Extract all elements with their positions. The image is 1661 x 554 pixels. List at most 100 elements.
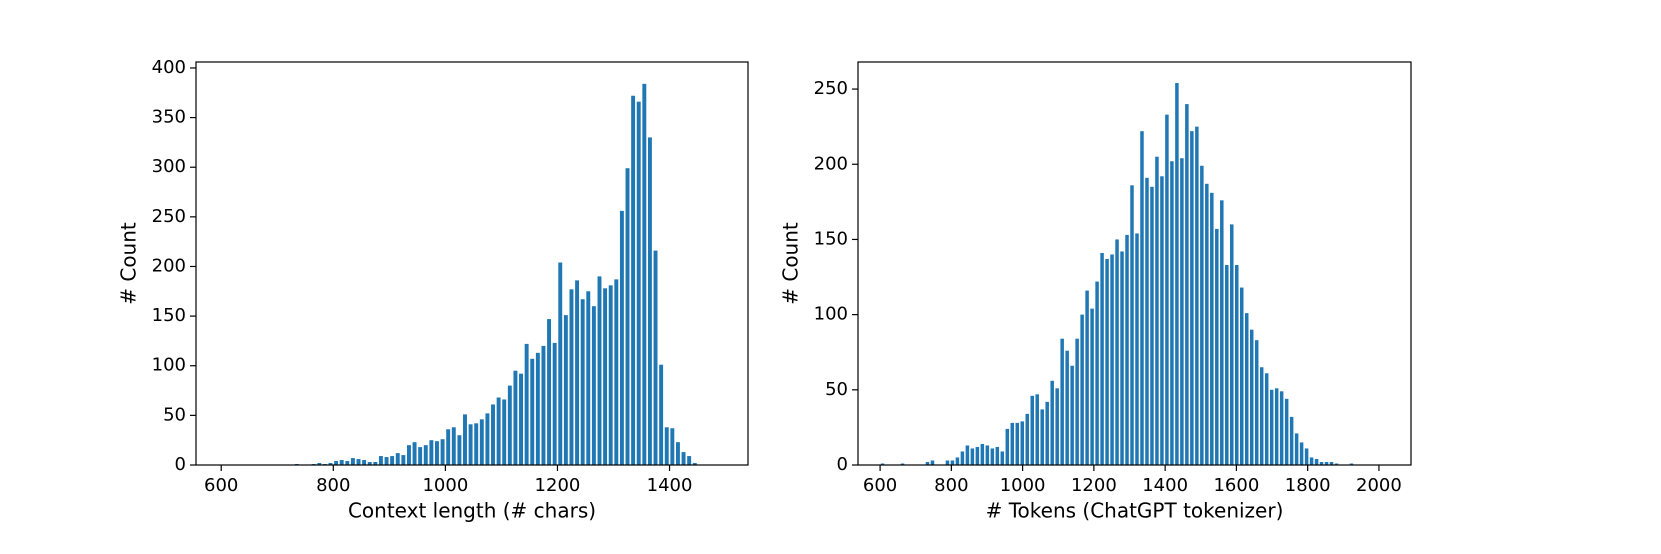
bar [664,427,669,465]
bar [603,288,608,465]
bar [345,461,350,465]
bar [541,345,546,465]
bar [558,262,563,465]
bar [681,452,686,465]
bar [1090,308,1094,465]
bar [1100,252,1104,465]
bar [535,352,540,465]
bar [468,424,473,465]
bar [362,460,367,465]
bar [1314,458,1319,465]
x-tick-label: 600 [204,475,238,496]
y-tick-label: 350 [152,107,186,128]
bar [547,319,552,465]
bar [614,279,619,465]
bar [1215,228,1219,465]
bar [530,358,535,465]
x-tick-label: 600 [863,475,897,496]
bar [1274,388,1279,465]
bar [950,460,955,465]
bar [1284,398,1289,465]
bar [395,453,400,465]
bar [479,419,484,465]
bar [378,456,383,465]
bar [1279,391,1284,465]
bar [1150,186,1154,466]
x-tick-label: 1200 [535,475,581,496]
x-tick-label: 1000 [1000,475,1046,496]
bar [552,342,557,465]
bar [900,463,905,465]
bar [446,429,451,465]
bar [334,461,339,465]
y-tick-label: 200 [152,255,186,276]
bar [513,370,518,465]
y-tick-label: 150 [814,228,848,249]
bar [356,459,361,465]
bar [373,462,378,465]
x-tick-label: 1400 [647,475,693,496]
bar [970,448,975,465]
bar [1085,290,1089,465]
bar [1289,416,1294,465]
bar [636,101,641,465]
bar [519,373,523,465]
bar [1115,239,1119,465]
bar [435,441,439,465]
bar [1080,314,1084,465]
bar [1060,338,1064,465]
bar [1185,104,1189,465]
bar [1319,461,1324,465]
bar [960,451,965,465]
bar [440,439,445,465]
bar [995,446,1000,465]
bar [350,458,355,465]
bar [1309,457,1314,465]
bar [880,463,885,465]
bar [1190,131,1194,466]
x-tick-label: 1200 [1071,475,1117,496]
y-axis-label: # Count [779,222,803,305]
x-tick-label: 1600 [1213,475,1259,496]
x-tick-label: 800 [316,475,350,496]
bar [1299,442,1304,465]
bar [591,306,596,465]
bar [1030,395,1034,465]
bar [1040,409,1044,465]
bar [457,435,462,465]
bar [1055,388,1059,465]
bar [1259,367,1264,465]
bar [418,447,423,465]
bar [1334,463,1339,465]
bar [1220,200,1224,466]
bar [1020,421,1025,465]
bar [1140,131,1144,466]
bar [619,210,624,465]
bar [608,285,613,465]
x-axis-label: # Tokens (ChatGPT tokenizer) [986,499,1284,523]
bar [675,442,680,465]
bar [1135,233,1139,465]
bar [659,364,664,465]
bar [631,95,636,465]
bar [1254,340,1259,465]
bar [1165,114,1169,465]
y-tick-label: 250 [152,206,186,227]
y-tick-label: 50 [825,379,848,400]
bar [1010,422,1015,465]
bar [1170,161,1174,465]
bar [502,399,507,465]
y-tick-label: 0 [837,454,848,475]
bar [647,137,652,466]
bar [339,460,344,465]
bar [507,385,512,465]
y-tick-label: 0 [175,454,186,475]
bar [925,461,930,465]
x-axis-label: Context length (# chars) [348,499,596,523]
bar [1105,258,1109,465]
bar [975,446,980,465]
bar [1125,234,1129,465]
bar [491,404,495,465]
bar [965,445,970,465]
bar [1155,156,1159,465]
